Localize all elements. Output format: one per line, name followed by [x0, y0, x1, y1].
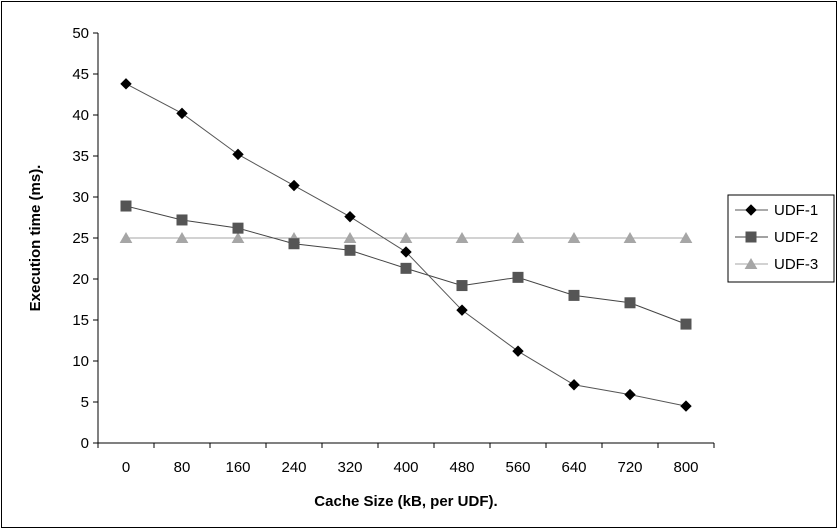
y-tick-label: 15	[72, 312, 89, 329]
data-point	[176, 107, 188, 120]
legend-item-udf-3: UDF-3	[735, 256, 818, 273]
x-tick-label: 240	[281, 459, 306, 476]
y-tick-label: 40	[72, 107, 89, 124]
legend-marker	[745, 204, 757, 216]
series-udf-3	[119, 232, 693, 243]
x-tick-label: 400	[393, 459, 418, 476]
data-point	[288, 179, 300, 192]
x-tick-label: 560	[505, 459, 530, 476]
data-point	[624, 388, 636, 401]
data-point	[119, 232, 133, 243]
legend: UDF-1 UDF-2 UDF-3	[727, 194, 835, 283]
y-tick-label: 45	[72, 66, 89, 83]
data-point	[231, 232, 245, 243]
data-point	[456, 304, 468, 316]
data-point	[624, 297, 636, 309]
legend-marker	[745, 231, 757, 243]
data-point	[400, 262, 412, 274]
data-point	[680, 400, 692, 412]
y-tick-label: 25	[72, 230, 89, 247]
data-point	[679, 232, 693, 243]
data-point	[623, 232, 637, 243]
x-tick-label: 320	[337, 459, 362, 476]
y-axis-ticks: 0 5 10 15 20 25 30 35 40 45 50	[72, 25, 98, 452]
data-point	[400, 246, 412, 258]
y-tick-label: 5	[81, 394, 89, 411]
data-point	[455, 232, 469, 243]
data-point	[176, 214, 188, 226]
x-tick-label: 480	[449, 459, 474, 476]
y-tick-label: 50	[72, 25, 89, 42]
data-point	[288, 238, 300, 250]
data-point	[568, 379, 580, 391]
y-tick-label: 10	[72, 353, 89, 370]
y-axis-title: Execution time (ms).	[27, 165, 44, 312]
data-point	[344, 210, 356, 223]
x-tick-label: 0	[122, 459, 130, 476]
x-tick-label: 80	[174, 459, 191, 476]
x-tick-label: 800	[673, 459, 698, 476]
x-tick-label: 640	[561, 459, 586, 476]
y-tick-label: 30	[72, 189, 89, 206]
x-tick-label: 160	[225, 459, 250, 476]
legend-label: UDF-2	[774, 229, 818, 246]
legend-item-udf-2: UDF-2	[735, 229, 818, 246]
data-point	[399, 232, 413, 243]
data-point	[680, 318, 692, 330]
series-udf-2	[120, 200, 692, 330]
data-point	[511, 232, 525, 243]
data-point	[232, 148, 244, 161]
series-line	[125, 83, 687, 407]
y-tick-label: 20	[72, 271, 89, 288]
legend-label: UDF-3	[774, 256, 818, 273]
data-point	[175, 232, 189, 243]
legend-item-udf-1: UDF-1	[735, 202, 818, 219]
data-point	[344, 244, 356, 256]
series-layer	[119, 78, 693, 412]
data-point	[568, 289, 580, 301]
x-axis-title: Cache Size (kB, per UDF).	[314, 493, 497, 510]
data-point	[567, 232, 581, 243]
data-point	[343, 232, 357, 243]
y-tick-label: 0	[81, 435, 89, 452]
y-tick-label: 35	[72, 148, 89, 165]
data-point	[512, 345, 524, 357]
data-point	[120, 78, 132, 90]
x-tick-label: 720	[617, 459, 642, 476]
legend-label: UDF-1	[774, 202, 818, 219]
data-point	[120, 200, 132, 212]
data-point	[456, 280, 468, 292]
series-udf-1	[120, 78, 692, 412]
data-point	[232, 222, 244, 234]
legend-marker	[744, 258, 758, 269]
data-point	[512, 271, 524, 283]
plot-area: 0 5 10 15 20 25 30 35 40 45 50 0 80 160 240 320 400 480 5…	[72, 25, 715, 476]
x-axis-ticks: 0 80 160 240 320 400 480 560 640 720 800	[97, 443, 715, 476]
